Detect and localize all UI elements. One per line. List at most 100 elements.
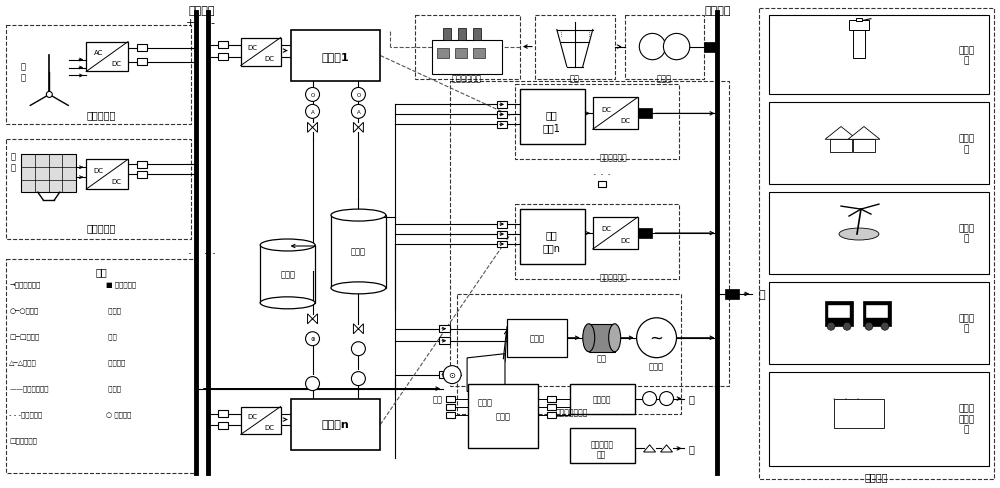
Bar: [830, 140, 852, 153]
Text: 阀门: 阀门: [106, 333, 117, 339]
Text: +: +: [186, 18, 196, 28]
Text: 风
机: 风 机: [21, 62, 26, 82]
Bar: [241, 39, 281, 66]
Circle shape: [306, 105, 320, 119]
Text: DC: DC: [94, 167, 104, 173]
Bar: [520, 210, 585, 264]
Bar: [834, 399, 884, 428]
Text: □直流断路器: □直流断路器: [9, 436, 37, 443]
Bar: [704, 42, 718, 52]
Polygon shape: [353, 324, 363, 334]
Text: 发电机: 发电机: [649, 362, 664, 370]
Text: □─□常温水: □─□常温水: [9, 333, 40, 339]
Text: 微型燃氢汽轮机: 微型燃氢汽轮机: [556, 407, 588, 416]
Circle shape: [351, 342, 365, 356]
Bar: [547, 412, 556, 418]
Text: 压气机: 压气机: [478, 397, 493, 406]
Bar: [769, 103, 989, 185]
Bar: [473, 29, 481, 41]
Circle shape: [637, 318, 676, 358]
Ellipse shape: [331, 283, 386, 294]
Text: 冷: 冷: [689, 444, 694, 453]
Bar: [443, 29, 451, 41]
Text: O: O: [356, 93, 361, 98]
Text: 边防哨
所: 边防哨 所: [959, 46, 975, 65]
Bar: [515, 85, 679, 160]
Text: 储水罐: 储水罐: [495, 411, 510, 420]
Text: 燃料电池模块: 燃料电池模块: [600, 153, 627, 163]
Bar: [6, 140, 191, 240]
Bar: [593, 98, 638, 130]
Text: 智能管控系统: 智能管控系统: [452, 74, 482, 83]
Bar: [86, 42, 128, 72]
Bar: [241, 407, 281, 435]
Bar: [507, 319, 567, 357]
Polygon shape: [467, 354, 505, 396]
Polygon shape: [825, 127, 857, 140]
Bar: [291, 31, 380, 82]
Bar: [439, 371, 450, 378]
Text: A: A: [311, 110, 314, 115]
Bar: [86, 160, 128, 190]
Bar: [218, 54, 228, 61]
Text: 电池n: 电池n: [543, 243, 561, 252]
Text: 交流母线: 交流母线: [704, 6, 731, 16]
Bar: [849, 20, 869, 31]
Circle shape: [827, 323, 835, 330]
Bar: [497, 221, 507, 228]
Text: ——高温高压蒸汽: ——高温高压蒸汽: [9, 385, 49, 391]
Ellipse shape: [583, 324, 595, 352]
Circle shape: [663, 34, 690, 61]
Ellipse shape: [839, 228, 879, 241]
Bar: [853, 140, 875, 153]
Bar: [769, 372, 989, 467]
Bar: [828, 305, 850, 318]
Text: ○ 过滤装置: ○ 过滤装置: [106, 410, 131, 417]
Text: 设备: 设备: [597, 449, 606, 458]
Bar: [331, 216, 386, 288]
Text: 燃料电池模块: 燃料电池模块: [600, 273, 627, 282]
Text: △─△低温水: △─△低温水: [9, 359, 37, 365]
Text: 储氧罐: 储氧罐: [280, 270, 295, 279]
Bar: [535, 16, 615, 81]
Text: →能量流动方向: →能量流动方向: [9, 281, 41, 287]
Text: 电解槽1: 电解槽1: [322, 51, 349, 61]
Circle shape: [351, 105, 365, 119]
Text: DC: DC: [264, 56, 274, 61]
Bar: [497, 122, 507, 128]
Bar: [520, 90, 585, 145]
Bar: [570, 384, 635, 414]
Circle shape: [643, 392, 657, 406]
Polygon shape: [308, 314, 318, 324]
Text: 图例: 图例: [95, 266, 107, 276]
Bar: [769, 283, 989, 364]
Text: 西部车
站: 西部车 站: [959, 313, 975, 333]
Circle shape: [306, 377, 320, 391]
Bar: [446, 404, 455, 410]
Bar: [291, 399, 380, 450]
Text: 应用场景: 应用场景: [864, 471, 888, 481]
Bar: [547, 396, 556, 402]
Bar: [458, 29, 466, 41]
Ellipse shape: [260, 240, 315, 251]
Text: - - -控制信号线: - - -控制信号线: [9, 410, 43, 417]
Bar: [856, 19, 862, 21]
Bar: [455, 48, 467, 59]
Text: 直流母线: 直流母线: [189, 6, 215, 16]
Circle shape: [351, 88, 365, 102]
Bar: [450, 82, 729, 386]
Circle shape: [46, 92, 52, 98]
Text: 涡轮: 涡轮: [597, 353, 607, 363]
Bar: [446, 396, 455, 402]
Circle shape: [443, 366, 461, 384]
Text: · · ·: · · ·: [593, 170, 611, 180]
Text: 光
伏: 光 伏: [11, 152, 16, 172]
Text: DC: DC: [620, 118, 630, 124]
Bar: [439, 325, 450, 332]
Bar: [439, 338, 450, 345]
Text: DC: DC: [264, 424, 274, 430]
Bar: [218, 410, 228, 417]
Bar: [473, 48, 485, 59]
Text: DC: DC: [248, 45, 258, 51]
Bar: [638, 228, 652, 239]
